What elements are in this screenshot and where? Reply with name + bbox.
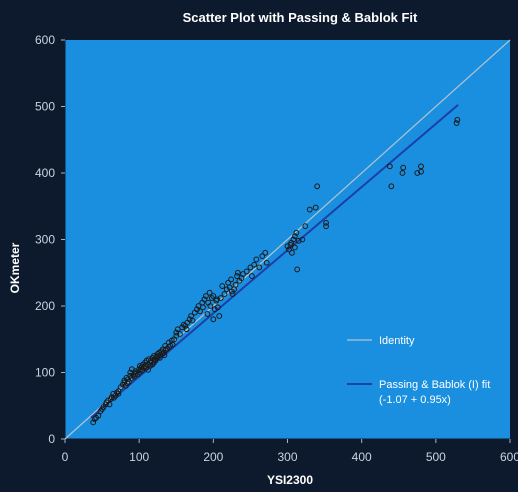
data-point (197, 308, 203, 315)
y-tick-label: 200 (35, 299, 55, 313)
data-point (312, 204, 319, 211)
data-point (161, 352, 168, 359)
y-tick-label: 500 (35, 100, 55, 114)
data-point (292, 244, 298, 251)
data-point (299, 236, 306, 243)
legend-label: Identity (379, 335, 415, 347)
data-point (323, 223, 329, 230)
data-point (256, 264, 263, 271)
data-point (106, 401, 113, 408)
data-point (169, 341, 176, 348)
data-point (90, 419, 97, 426)
data-point (399, 170, 406, 176)
data-point (165, 344, 172, 351)
x-tick-label: 500 (426, 450, 446, 464)
y-tick-label: 400 (35, 166, 55, 180)
data-point (314, 183, 321, 190)
data-point (200, 304, 206, 311)
data-point (249, 273, 255, 279)
data-point (400, 164, 407, 171)
x-tick-label: 400 (352, 450, 372, 464)
axes: 0 100 200 300 400 500 600 0 100 200 300 400 500 600 (35, 33, 518, 464)
data-point (201, 296, 208, 303)
data-point (414, 170, 421, 176)
data-point (290, 236, 297, 243)
y-tick-label: 300 (35, 233, 55, 247)
data-point (263, 259, 270, 266)
x-tick-label: 300 (277, 450, 297, 464)
data-point (253, 256, 260, 263)
fit-line (90, 104, 459, 419)
data-point (189, 317, 196, 324)
data-point (219, 283, 226, 289)
data-point (214, 304, 221, 311)
legend: Identity Passing & Bablok (I) fit (-1.07 +… (347, 335, 490, 406)
legend-label: Passing & Bablok (I) fit (379, 379, 490, 391)
data-point (243, 268, 250, 275)
data-point (221, 291, 228, 297)
data-point (183, 326, 190, 333)
data-point (217, 295, 224, 301)
data-point (173, 329, 180, 336)
data-point (418, 163, 424, 170)
y-tick-label: 100 (35, 366, 55, 380)
data-point (234, 269, 241, 276)
data-point (247, 264, 254, 271)
data-point (293, 229, 300, 236)
y-tick-label: 600 (35, 33, 55, 47)
data-point (302, 223, 309, 230)
data-point (114, 389, 120, 396)
data-point (228, 276, 235, 283)
data-point (240, 271, 246, 277)
data-point (294, 266, 301, 273)
data-point (177, 331, 183, 337)
legend-label-equation: (-1.07 + 0.95x) (379, 394, 451, 406)
data-point (323, 219, 329, 226)
data-point (214, 296, 220, 303)
x-tick-label: 600 (500, 450, 518, 464)
x-tick-label: 200 (203, 450, 223, 464)
data-point (206, 289, 213, 296)
data-point (207, 303, 214, 309)
data-point (115, 390, 122, 397)
data-point (210, 293, 217, 299)
data-point (210, 316, 217, 323)
data-point (418, 168, 424, 175)
data-point (453, 120, 460, 127)
data-point (251, 261, 258, 268)
x-axis-label: YSI2300 (267, 473, 313, 487)
y-tick-label: 0 (48, 432, 55, 446)
data-point (216, 313, 223, 319)
data-point (203, 293, 209, 299)
data-point (204, 311, 211, 317)
chart-title: Scatter Plot with Passing & Bablok Fit (183, 10, 418, 25)
data-points (90, 116, 461, 426)
data-point (259, 253, 266, 260)
data-point (232, 281, 239, 288)
data-point (284, 243, 291, 250)
data-point (306, 206, 313, 213)
y-axis-label: OKmeter (8, 242, 22, 293)
data-point (289, 249, 295, 256)
data-point (388, 183, 395, 190)
x-tick-label: 0 (62, 450, 69, 464)
data-point (95, 412, 102, 419)
data-point (262, 249, 269, 256)
data-point (186, 316, 193, 323)
data-point (124, 380, 131, 387)
data-point (125, 378, 132, 385)
data-point (91, 416, 98, 422)
data-point (295, 237, 302, 244)
data-point (454, 116, 461, 123)
x-tick-label: 100 (129, 450, 149, 464)
data-point (292, 233, 298, 240)
data-point (386, 163, 393, 170)
